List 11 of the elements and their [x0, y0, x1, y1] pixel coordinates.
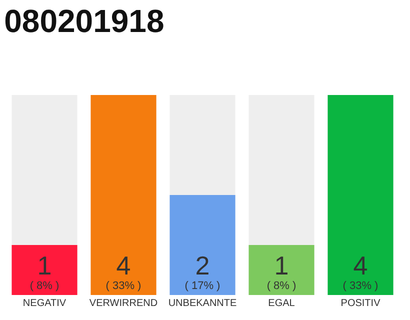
x-tick-label: POSITIV: [340, 298, 381, 309]
data-label: 4 ( 33% ): [106, 250, 142, 292]
x-tick-label: UNBEKANNTE: [168, 298, 237, 309]
x-tick-label: NEGATIV: [22, 298, 66, 309]
x-tick-label: VERWIRREND: [89, 298, 158, 309]
data-label: 2 ( 17% ): [184, 250, 220, 292]
x-tick-label: EGAL: [268, 298, 296, 309]
data-label: 1 ( 8% ): [266, 250, 296, 292]
data-label: 1 ( 8% ): [30, 250, 60, 292]
data-label: 4 ( 33% ): [342, 250, 378, 292]
chart-title: 080201918: [4, 3, 164, 39]
